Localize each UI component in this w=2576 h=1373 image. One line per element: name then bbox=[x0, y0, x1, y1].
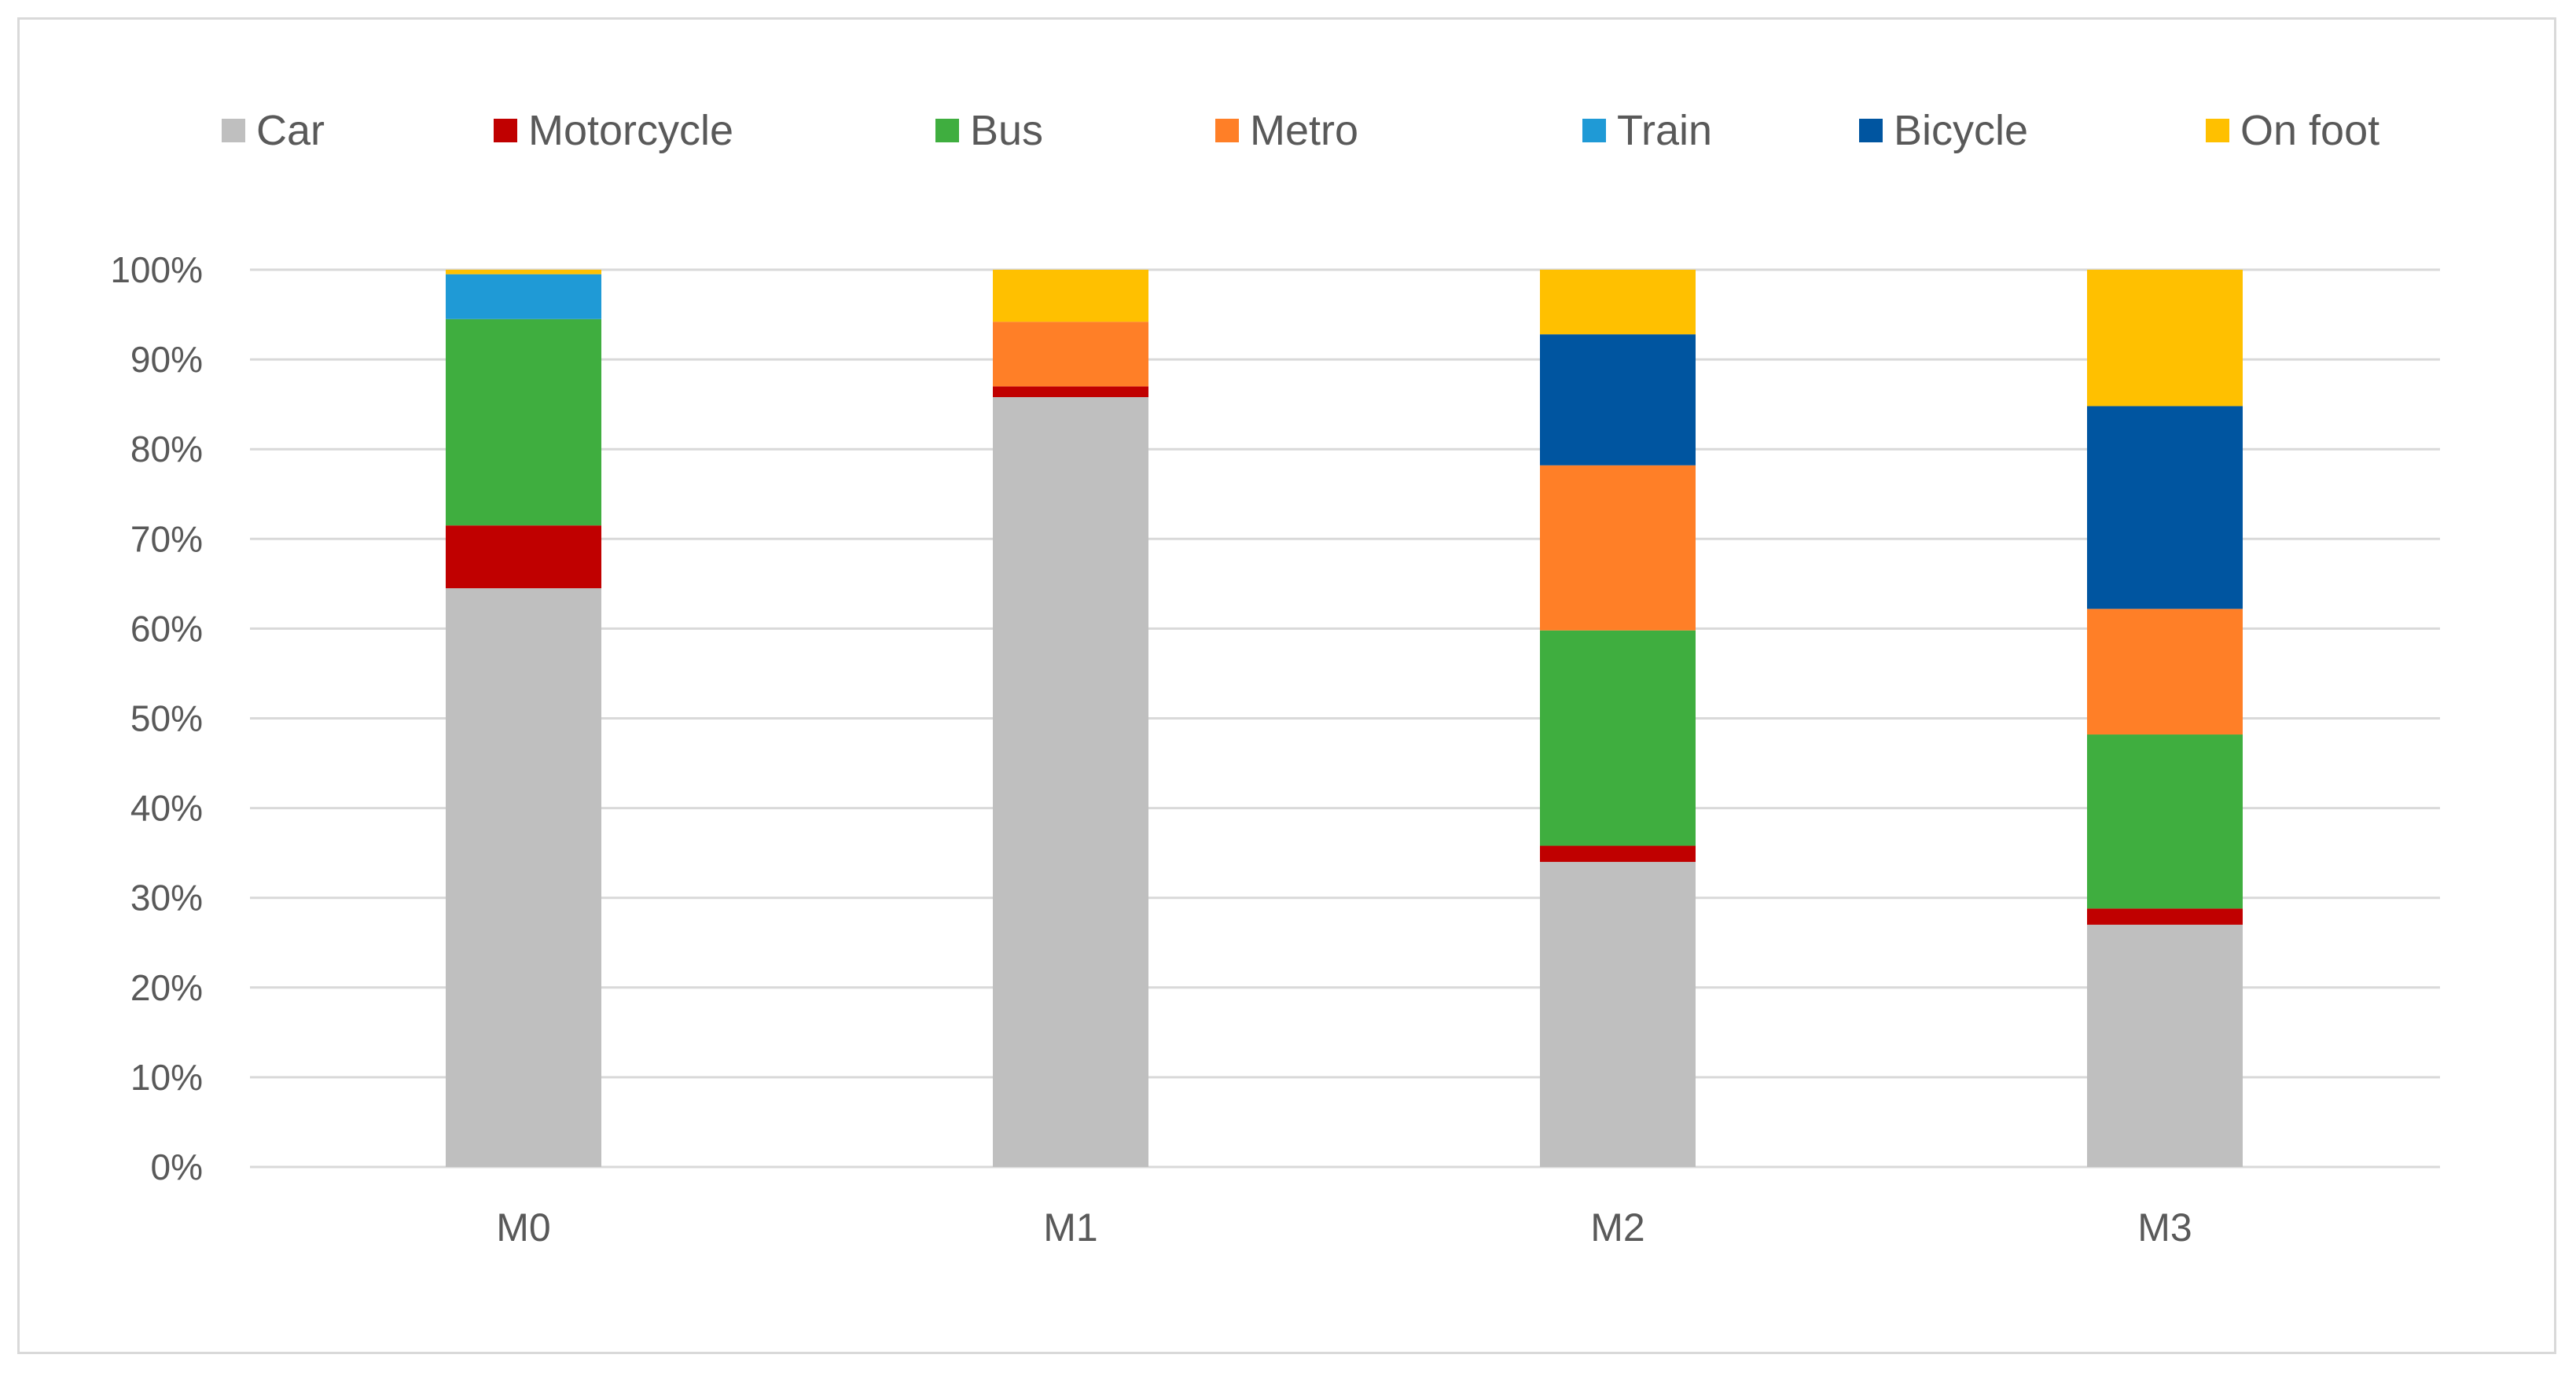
y-tick-label: 80% bbox=[130, 429, 203, 469]
legend-label: Car bbox=[256, 107, 325, 154]
y-tick-label: 20% bbox=[130, 967, 203, 1008]
legend-label: Train bbox=[1617, 107, 1712, 154]
y-tick-label: 100% bbox=[110, 249, 203, 290]
bar-segment-bicycle bbox=[1540, 334, 1696, 466]
y-tick-label: 0% bbox=[151, 1147, 203, 1187]
bar-segment-metro bbox=[1540, 465, 1696, 631]
legend-swatch bbox=[1582, 119, 1606, 142]
bar-segment-car bbox=[1540, 862, 1696, 1167]
bar-segment-car bbox=[2087, 924, 2243, 1167]
bar-segment-on-foot bbox=[993, 270, 1148, 322]
x-axis-ticks: M0 M1 M2 M3 bbox=[496, 1206, 2192, 1250]
y-tick-label: 90% bbox=[130, 339, 203, 380]
x-tick-label: M0 bbox=[496, 1206, 550, 1250]
gridlines bbox=[250, 268, 2440, 1169]
legend-swatch bbox=[494, 119, 517, 142]
x-tick-label: M1 bbox=[1043, 1206, 1097, 1250]
bar-segment-car bbox=[446, 588, 601, 1167]
y-tick-label: 70% bbox=[130, 518, 203, 559]
bar-segment-on-foot bbox=[2087, 270, 2243, 407]
legend: Car Motorcycle Bus Metro Train Bicycle On foot bbox=[222, 107, 2379, 154]
legend-swatch bbox=[935, 119, 959, 142]
y-tick-label: 40% bbox=[130, 788, 203, 829]
bar-segment-bus bbox=[2087, 734, 2243, 909]
legend-swatch bbox=[222, 119, 245, 142]
legend-swatch bbox=[1859, 119, 1883, 142]
bar-segment-on-foot bbox=[446, 270, 601, 274]
legend-label: Metro bbox=[1250, 107, 1358, 154]
bar-segment-metro bbox=[993, 322, 1148, 387]
bar-segment-motorcycle bbox=[993, 386, 1148, 398]
x-tick-label: M2 bbox=[1590, 1206, 1644, 1250]
y-tick-label: 10% bbox=[130, 1057, 203, 1098]
bar-segment-motorcycle bbox=[446, 525, 601, 589]
bars bbox=[446, 270, 2243, 1168]
bar-segment-bus bbox=[446, 318, 601, 526]
legend-label: Bicycle bbox=[1894, 107, 2028, 154]
legend-label: Bus bbox=[970, 107, 1043, 154]
bar-segment-train bbox=[446, 274, 601, 319]
legend-label: On foot bbox=[2240, 107, 2379, 154]
legend-swatch bbox=[2206, 119, 2229, 142]
bar-segment-bicycle bbox=[2087, 406, 2243, 609]
y-tick-label: 30% bbox=[130, 878, 203, 918]
y-tick-label: 60% bbox=[130, 608, 203, 649]
bar-segment-metro bbox=[2087, 609, 2243, 735]
x-tick-label: M3 bbox=[2137, 1206, 2192, 1250]
legend-swatch bbox=[1215, 119, 1239, 142]
bar-segment-motorcycle bbox=[2087, 908, 2243, 925]
legend-label: Motorcycle bbox=[528, 107, 733, 154]
bar-segment-bus bbox=[1540, 630, 1696, 846]
bar-segment-motorcycle bbox=[1540, 845, 1696, 863]
bar-segment-car bbox=[993, 397, 1148, 1168]
y-axis-ticks: 0% 10% 20% 30% 40% 50% 60% 70% 80% 90% 100% bbox=[110, 249, 203, 1187]
y-tick-label: 50% bbox=[130, 698, 203, 739]
bar-segment-on-foot bbox=[1540, 270, 1696, 335]
